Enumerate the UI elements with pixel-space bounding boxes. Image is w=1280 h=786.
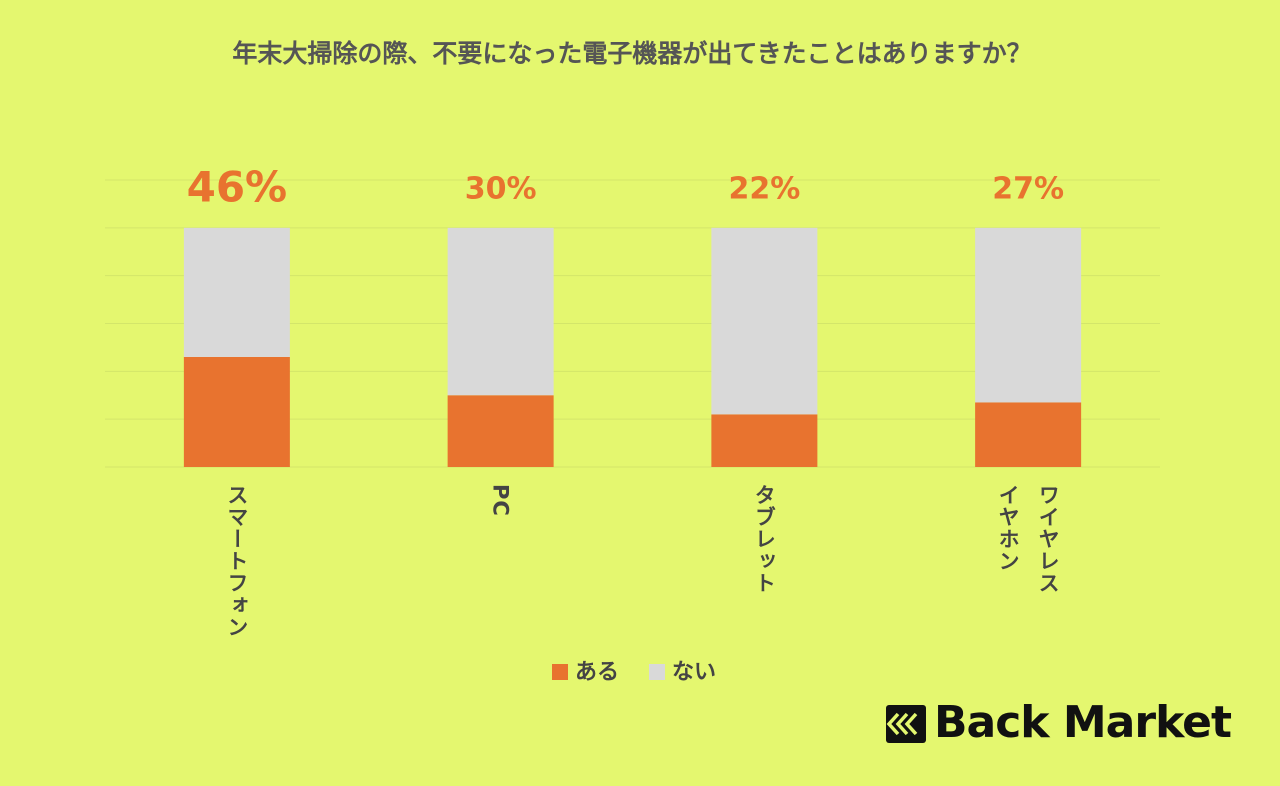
bar-segment [447,227,554,396]
value-label: 27% [992,172,1064,207]
logo-chevrons [886,712,918,736]
logo: Back Market [886,697,1233,748]
bar-segment [183,227,290,357]
x-tick-label: PC [488,484,513,517]
bar-segment [975,402,1082,467]
bar-segment [975,227,1082,403]
value-label: 46% [187,163,288,212]
bar-segment [711,414,818,467]
logo-text: Back Market [934,697,1232,748]
bar-segment [447,395,554,467]
x-tick-label: スマートフォン [224,484,249,638]
value-label: 22% [728,172,800,207]
bar-segment [183,356,290,467]
legend-label: ある [575,660,619,685]
bar-segment [711,227,818,415]
chart-title: 年末大掃除の際、不要になった電子機器が出てきたことはありますか？ [232,39,1031,68]
x-tick-label: ワイヤレスイヤホン [996,484,1061,594]
legend-swatch [552,664,568,680]
legend-swatch [649,664,666,680]
value-label: 30% [465,172,537,207]
x-tick-label: タブレット [752,484,777,594]
legend-label: ない [672,660,716,685]
